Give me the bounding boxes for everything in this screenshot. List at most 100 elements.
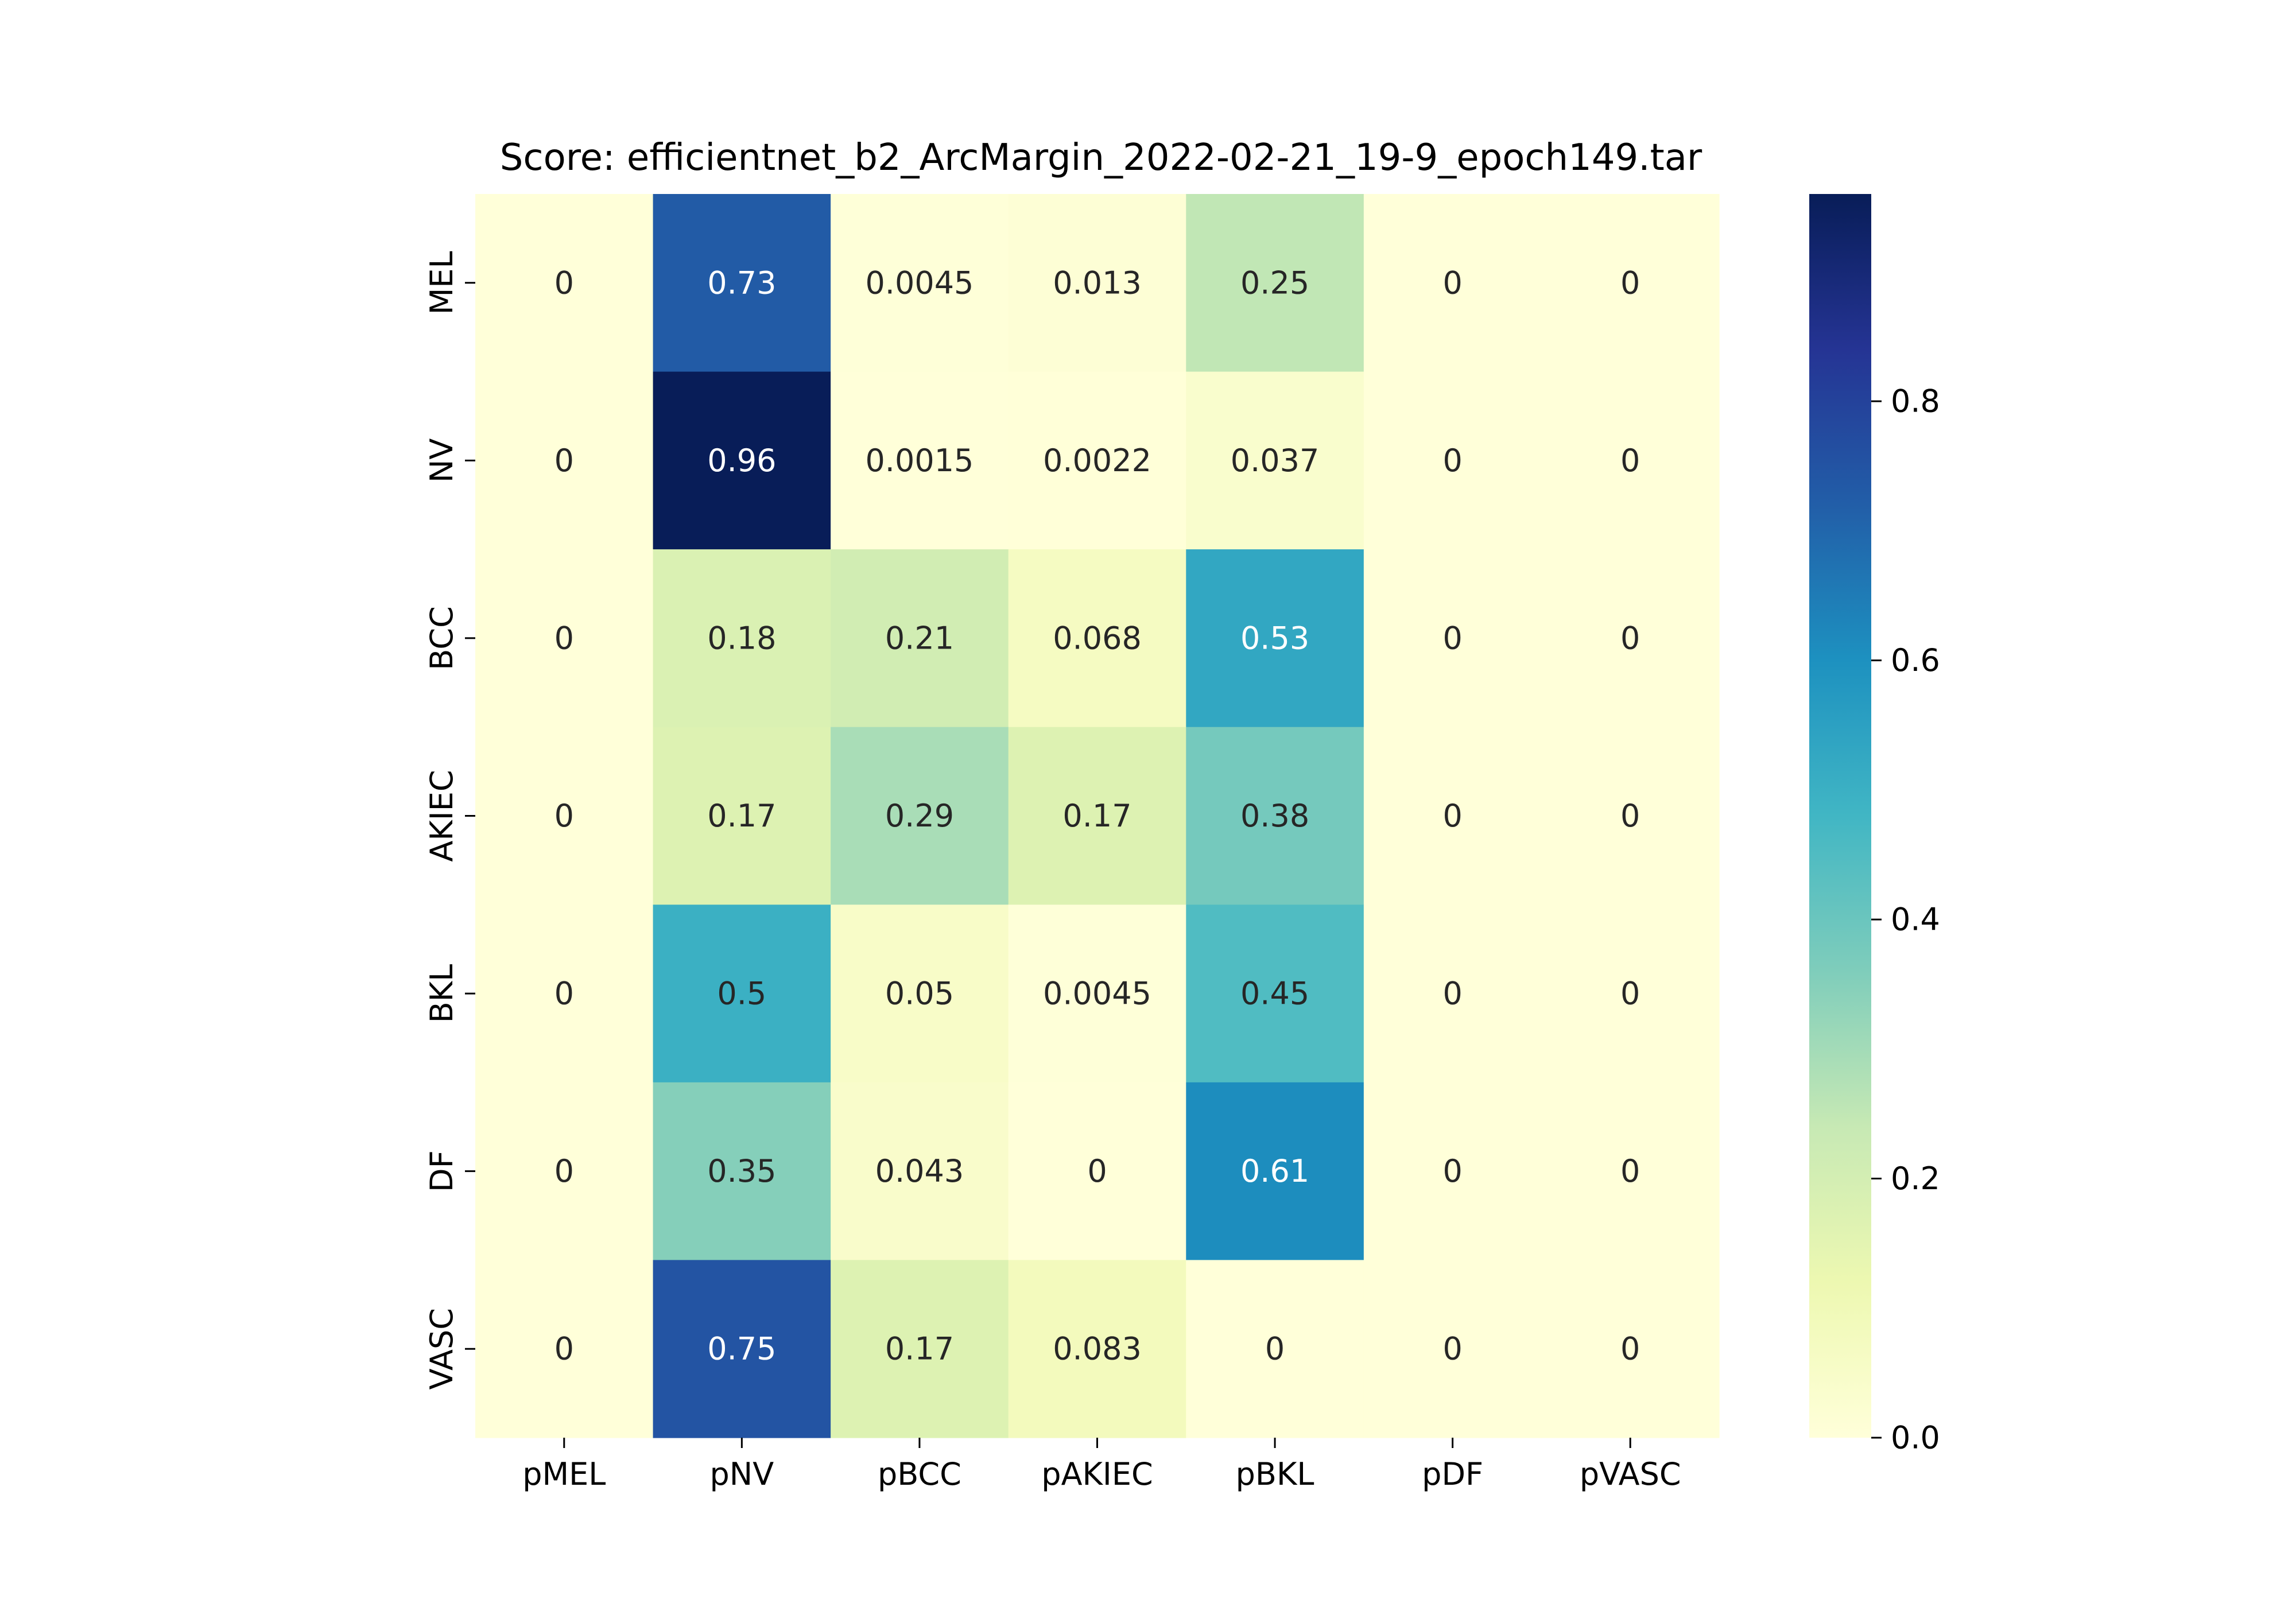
cell-value-label: 0.5 [717,976,766,1012]
heatmap-cell [653,1260,831,1438]
heatmap-cell [475,371,654,550]
y-tick-label: AKIEC [424,770,460,861]
cell-value-label: 0.38 [1240,798,1309,834]
cell-value-label: 0 [1265,1331,1285,1367]
y-tick-label: VASC [424,1308,460,1389]
y-axis: MEL NV BCC AKIEC BKL DF VASC [424,251,475,1389]
cell-value-label: 0.73 [707,265,776,301]
heatmap-cell [1541,1082,1720,1261]
x-tick-label: pDF [1422,1456,1483,1492]
cell-value-label: 0.0045 [1043,976,1151,1012]
x-tick-label: pBKL [1236,1456,1314,1492]
heatmap-cell [475,727,654,905]
heatmap-cell [653,1082,831,1261]
cell-value-label: 0 [554,265,574,301]
colorbar-tick-label: 0.0 [1891,1420,1940,1456]
cell-value-label: 0.0045 [865,265,974,301]
heatmap-cell [1363,549,1542,728]
heatmap-cell [1186,905,1364,1083]
heatmap-cell [1363,371,1542,550]
cell-value-label: 0 [1442,620,1462,656]
cell-value-label: 0 [554,798,574,834]
heatmap-cell [831,194,1009,372]
cell-value-label: 0.05 [885,976,954,1012]
heatmap-cell [653,549,831,728]
cell-value-label: 0 [1442,1331,1462,1367]
heatmap-cell [1541,194,1720,372]
cell-value-label: 0.21 [885,620,954,656]
heatmap-cell [1186,1082,1364,1261]
cell-value-label: 0 [1620,265,1640,301]
cell-value-label: 0.45 [1240,976,1309,1012]
cell-value-label: 0 [1442,442,1462,479]
heatmap-cell [1363,1082,1542,1261]
cell-value-label: 0.17 [885,1331,954,1367]
heatmap-cell [653,371,831,550]
heatmap-cell [1186,549,1364,728]
heatmap-cell [1363,194,1542,372]
cell-value-label: 0 [1442,1153,1462,1189]
cell-value-label: 0 [1620,620,1640,656]
cell-value-label: 0 [554,1331,574,1367]
colorbar-gradient [1809,194,1871,1438]
heatmap-cell [1008,549,1186,728]
heatmap-cell [1186,371,1364,550]
heatmap-cell [1008,194,1186,372]
cell-value-label: 0.0015 [865,442,974,479]
heatmap-cell [475,1260,654,1438]
cell-value-label: 0 [554,1153,574,1189]
heatmap-cell [1186,194,1364,372]
cell-value-label: 0.53 [1240,620,1309,656]
cell-value-label: 0.35 [707,1153,776,1189]
heatmap-cell [831,1260,1009,1438]
heatmap-cell [1541,371,1720,550]
x-tick-label: pNV [710,1456,774,1492]
cell-value-label: 0 [1620,976,1640,1012]
heatmap-cell [1008,727,1186,905]
x-tick-label: pBCC [878,1456,961,1492]
heatmap-cell [653,727,831,905]
y-tick-label: DF [424,1150,460,1192]
cell-value-label: 0 [1620,1153,1640,1189]
chart-title: Score: efficientnet_b2_ArcMargin_2022-02… [500,137,1702,179]
cell-value-label: 0 [554,442,574,479]
heatmap-cell [1186,1260,1364,1438]
cell-value-label: 0 [1442,798,1462,834]
heatmap-cell [1541,549,1720,728]
x-tick-label: pMEL [522,1456,606,1492]
cell-value-label: 0.037 [1231,442,1320,479]
x-tick-label: pAKIEC [1041,1456,1153,1492]
x-tick-label: pVASC [1580,1456,1681,1492]
x-axis: pMEL pNV pBCC pAKIEC pBKL pDF pVASC [522,1438,1681,1492]
heatmap-cell [653,905,831,1083]
cell-value-label: 0.61 [1240,1153,1309,1189]
heatmap-cell [475,1082,654,1261]
heatmap-cell [1363,727,1542,905]
cell-value-label: 0 [1442,265,1462,301]
cell-value-label: 0 [1620,1331,1640,1367]
heatmap-cell [1363,905,1542,1083]
cell-value-label: 0.75 [707,1331,776,1367]
cell-value-label: 0.013 [1053,265,1142,301]
y-tick-label: BCC [424,606,460,670]
heatmap-cell [1186,727,1364,905]
cell-value-label: 0.29 [885,798,954,834]
cell-value-label: 0.17 [707,798,776,834]
heatmap-cell [1008,371,1186,550]
y-tick-label: NV [424,438,460,483]
cell-value-label: 0 [1620,798,1640,834]
colorbar: 0.0 0.2 0.4 0.6 0.8 [1809,194,1940,1456]
heatmap-cells: 0 0.73 0.0045 0.013 0.25 0 0 0 0.96 0.0015 0.0022 0… [475,194,1720,1438]
cell-value-label: 0 [1087,1153,1107,1189]
cell-value-label: 0.068 [1053,620,1142,656]
cell-value-label: 0.17 [1062,798,1131,834]
cell-value-label: 0.043 [875,1153,964,1189]
cell-value-label: 0.0022 [1043,442,1151,479]
heatmap-cell [831,905,1009,1083]
cell-value-label: 0 [554,976,574,1012]
heatmap-cell [475,549,654,728]
cell-value-label: 0 [554,620,574,656]
heatmap-cell [1008,1260,1186,1438]
cell-value-label: 0.96 [707,442,776,479]
